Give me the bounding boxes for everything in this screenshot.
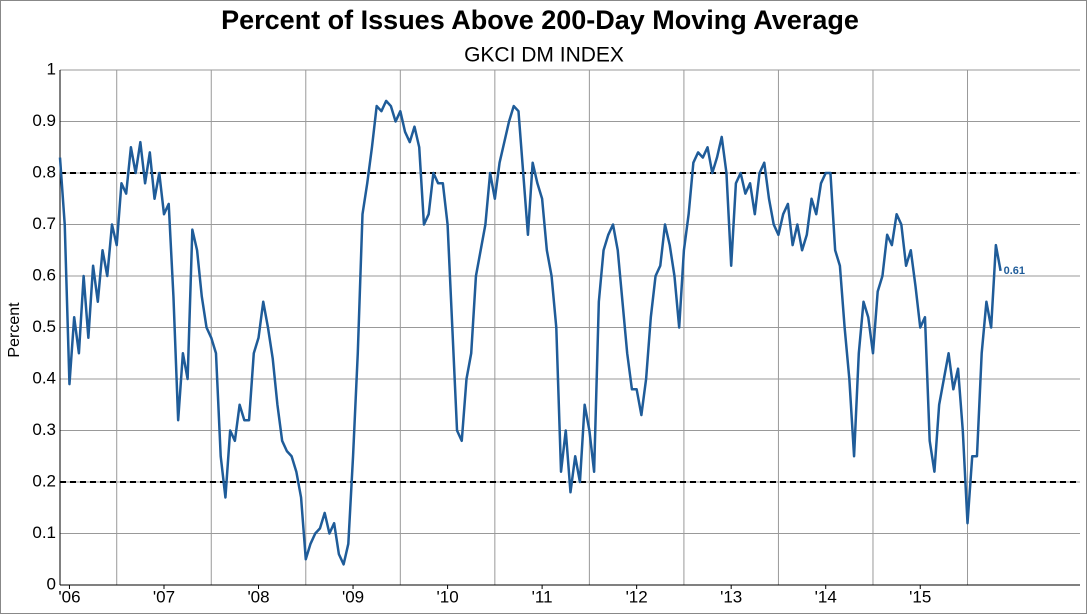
y-tick-label: 0.9 — [32, 111, 56, 130]
x-tick-label: '07 — [153, 587, 175, 606]
y-axis-label: Percent — [6, 302, 23, 358]
x-tick-label: '08 — [247, 587, 269, 606]
y-tick-label: 0.1 — [32, 523, 56, 542]
y-tick-label: 0.8 — [32, 162, 56, 181]
y-tick-label: 0 — [47, 574, 56, 593]
y-tick-label: 0.6 — [32, 265, 56, 284]
y-tick-label: 0.7 — [32, 214, 56, 233]
x-tick-label: '11 — [532, 587, 553, 606]
y-tick-label: 1 — [47, 59, 56, 78]
x-tick-label: '09 — [342, 587, 364, 606]
x-tick-label: '10 — [437, 587, 459, 606]
chart-subtitle: GKCI DM INDEX — [464, 44, 624, 67]
x-tick-label: '06 — [58, 587, 80, 606]
y-tick-label: 0.4 — [32, 368, 56, 387]
last-value-label: 0.61 — [1004, 265, 1025, 277]
x-tick-label: '14 — [815, 587, 837, 606]
x-tick-label: '15 — [909, 587, 931, 606]
x-tick-label: '13 — [720, 587, 742, 606]
chart-title: Percent of Issues Above 200-Day Moving A… — [221, 5, 859, 35]
data-line — [58, 99, 1002, 566]
y-tick-label: 0.2 — [32, 471, 56, 490]
y-tick-label: 0.3 — [32, 420, 56, 439]
y-tick-label: 0.5 — [32, 317, 56, 336]
x-tick-label: '12 — [626, 587, 648, 606]
